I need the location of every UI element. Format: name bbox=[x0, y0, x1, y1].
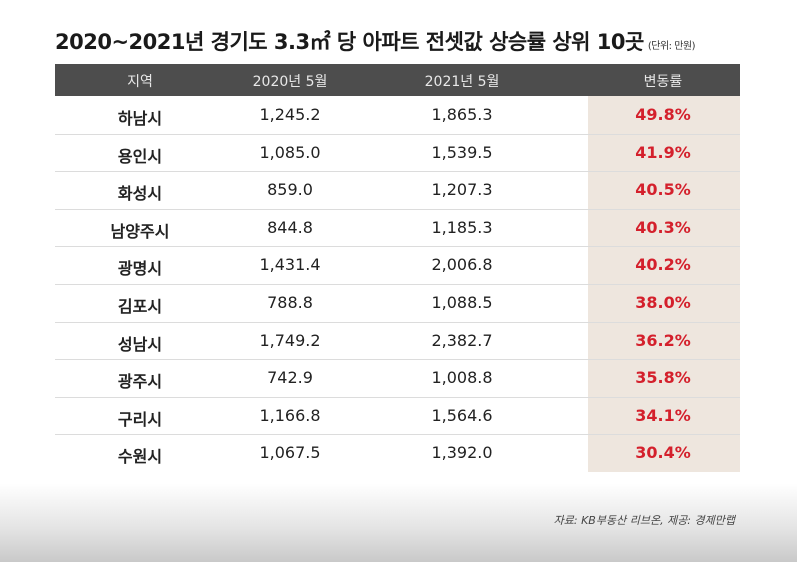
table-header: 지역 2020년 5월 2021년 5월 변동률 bbox=[55, 64, 740, 96]
row-separator bbox=[55, 133, 740, 135]
price: 1,431.4 bbox=[259, 255, 321, 275]
row-separator bbox=[55, 171, 740, 173]
change-rate: 49.8% bbox=[635, 105, 691, 124]
change-rate: 35.8% bbox=[635, 368, 691, 388]
change-rate: 40.3% bbox=[635, 217, 691, 237]
region: 수원시 bbox=[117, 447, 163, 467]
price: 1,185.3 bbox=[431, 217, 493, 237]
region: 광주시 bbox=[117, 372, 163, 392]
column-header: 2020년 5월 bbox=[252, 74, 328, 90]
price: 2,382.7 bbox=[431, 330, 493, 350]
price: 2,006.8 bbox=[431, 255, 493, 275]
region: 구리시 bbox=[117, 409, 163, 429]
price: 1,067.5 bbox=[259, 443, 321, 463]
row-separator bbox=[55, 208, 740, 210]
source: 자료: KB부동산 리브온, 제공: 경제만랩 bbox=[553, 514, 735, 527]
price: 1,245.2 bbox=[259, 105, 321, 124]
price: 1,539.5 bbox=[431, 142, 493, 162]
change-rate: 38.0% bbox=[635, 293, 691, 312]
title-block: 2020~2021년 경기도 3.3㎡ 당 아파트 전셋값 상승률 상위 10곳… bbox=[55, 26, 696, 56]
price: 1,564.6 bbox=[431, 405, 493, 425]
row-separator bbox=[55, 434, 740, 436]
price: 859.0 bbox=[267, 180, 313, 200]
price: 844.8 bbox=[267, 217, 313, 237]
change-rate: 40.5% bbox=[635, 180, 691, 200]
row-separator bbox=[55, 321, 740, 323]
title: 2020~2021년 경기도 3.3㎡ 당 아파트 전셋값 상승률 상위 10곳 bbox=[55, 30, 644, 54]
price: 1,088.5 bbox=[431, 293, 493, 312]
change-rate: 41.9% bbox=[635, 142, 691, 162]
price: 1,085.0 bbox=[259, 142, 321, 162]
price: 1,207.3 bbox=[431, 180, 493, 200]
price: 788.8 bbox=[267, 293, 313, 312]
change-rate: 34.1% bbox=[635, 405, 691, 425]
price: 1,865.3 bbox=[431, 105, 493, 124]
price: 1,008.8 bbox=[431, 368, 493, 388]
region: 화성시 bbox=[117, 184, 163, 204]
region: 성남시 bbox=[117, 334, 163, 354]
row-separator bbox=[55, 284, 740, 285]
price: 742.9 bbox=[267, 368, 313, 388]
region: 하남시 bbox=[117, 109, 163, 128]
row-separator bbox=[55, 359, 740, 361]
unit: (단위: 만원) bbox=[647, 41, 696, 52]
region: 남양주시 bbox=[110, 221, 170, 241]
price: 1,749.2 bbox=[259, 330, 321, 350]
change-rate: 30.4% bbox=[635, 443, 691, 463]
row-separator bbox=[55, 396, 740, 398]
column-header: 2021년 5월 bbox=[424, 74, 500, 90]
column-header: 변동률 bbox=[643, 74, 683, 90]
price: 1,166.8 bbox=[259, 405, 321, 425]
price: 1,392.0 bbox=[431, 443, 493, 463]
region: 용인시 bbox=[117, 146, 163, 166]
change-rate: 36.2% bbox=[635, 330, 691, 350]
region: 김포시 bbox=[117, 297, 163, 316]
change-rate: 40.2% bbox=[635, 255, 691, 275]
row-separator bbox=[55, 246, 740, 248]
region: 광명시 bbox=[117, 259, 163, 279]
column-header: 지역 bbox=[127, 74, 153, 90]
